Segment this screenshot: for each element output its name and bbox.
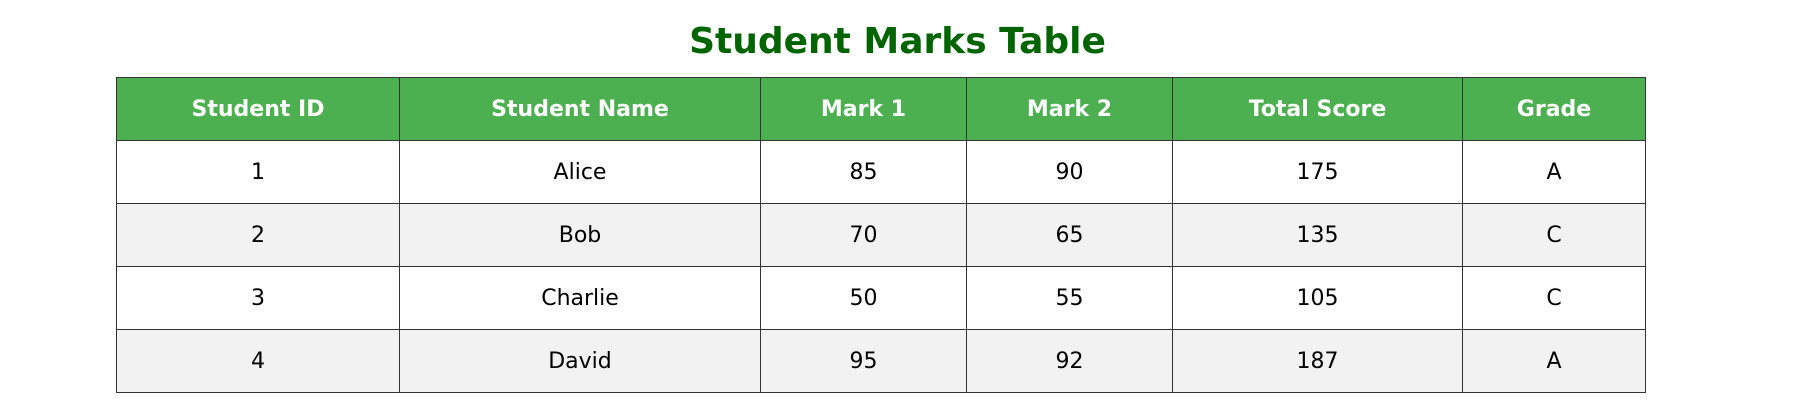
cell-mark-1: 50	[760, 266, 967, 330]
cell-mark-1: 70	[760, 203, 967, 267]
cell-student-name: Bob	[399, 203, 761, 267]
cell-grade: C	[1462, 203, 1646, 267]
cell-mark-2: 65	[966, 203, 1173, 267]
cell-mark-1: 95	[760, 329, 967, 393]
cell-total-score: 105	[1172, 266, 1463, 330]
table-header-row: Student ID Student Name Mark 1 Mark 2 To…	[116, 77, 1646, 141]
header-mark-2: Mark 2	[966, 77, 1173, 141]
cell-total-score: 187	[1172, 329, 1463, 393]
page-title: Student Marks Table	[689, 21, 1106, 62]
cell-student-id: 2	[116, 203, 400, 267]
table-row: 1 Alice 85 90 175 A	[116, 140, 1646, 204]
cell-grade: C	[1462, 266, 1646, 330]
cell-grade: A	[1462, 140, 1646, 204]
cell-grade: A	[1462, 329, 1646, 393]
cell-mark-2: 92	[966, 329, 1173, 393]
table-row: 3 Charlie 50 55 105 C	[116, 266, 1646, 330]
header-student-name: Student Name	[399, 77, 761, 141]
cell-total-score: 135	[1172, 203, 1463, 267]
cell-mark-1: 85	[760, 140, 967, 204]
cell-student-id: 1	[116, 140, 400, 204]
header-total-score: Total Score	[1172, 77, 1463, 141]
header-grade: Grade	[1462, 77, 1646, 141]
cell-student-name: Alice	[399, 140, 761, 204]
cell-student-id: 4	[116, 329, 400, 393]
table-row: 4 David 95 92 187 A	[116, 329, 1646, 393]
cell-student-name: Charlie	[399, 266, 761, 330]
cell-student-id: 3	[116, 266, 400, 330]
table-row: 2 Bob 70 65 135 C	[116, 203, 1646, 267]
student-marks-table: Student ID Student Name Mark 1 Mark 2 To…	[116, 77, 1646, 393]
header-mark-1: Mark 1	[760, 77, 967, 141]
cell-student-name: David	[399, 329, 761, 393]
cell-mark-2: 90	[966, 140, 1173, 204]
header-student-id: Student ID	[116, 77, 400, 141]
cell-total-score: 175	[1172, 140, 1463, 204]
cell-mark-2: 55	[966, 266, 1173, 330]
